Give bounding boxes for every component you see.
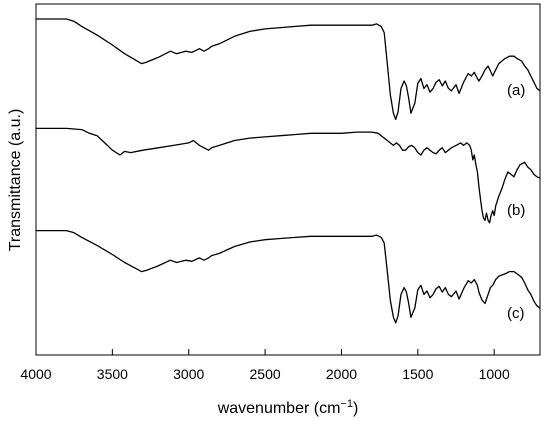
series-label-b: (b) xyxy=(507,202,525,219)
series-line-c xyxy=(36,229,541,324)
x-tick-label: 3500 xyxy=(97,366,128,382)
y-axis-title: Transmittance (a.u.) xyxy=(7,109,24,252)
plot-frame xyxy=(35,3,541,356)
series-label-c: (c) xyxy=(507,305,525,322)
x-tick-label: 2500 xyxy=(250,366,281,382)
x-axis-title: wavenumber (cm−1) xyxy=(217,398,359,417)
x-tick-label: 4000 xyxy=(20,366,51,382)
x-tick-label: 2000 xyxy=(326,366,357,382)
x-tick-label: 1500 xyxy=(402,366,433,382)
series-lines xyxy=(36,18,541,324)
series-label-a: (a) xyxy=(507,82,525,99)
x-axis-ticks: 4000 3500 3000 2500 2000 1500 1000 xyxy=(20,349,510,382)
series-line-a xyxy=(36,18,541,121)
x-tick-label: 3000 xyxy=(173,366,204,382)
x-tick-label: 1000 xyxy=(479,366,510,382)
series-labels: (a) (b) (c) xyxy=(507,82,525,322)
series-line-b xyxy=(36,127,541,224)
